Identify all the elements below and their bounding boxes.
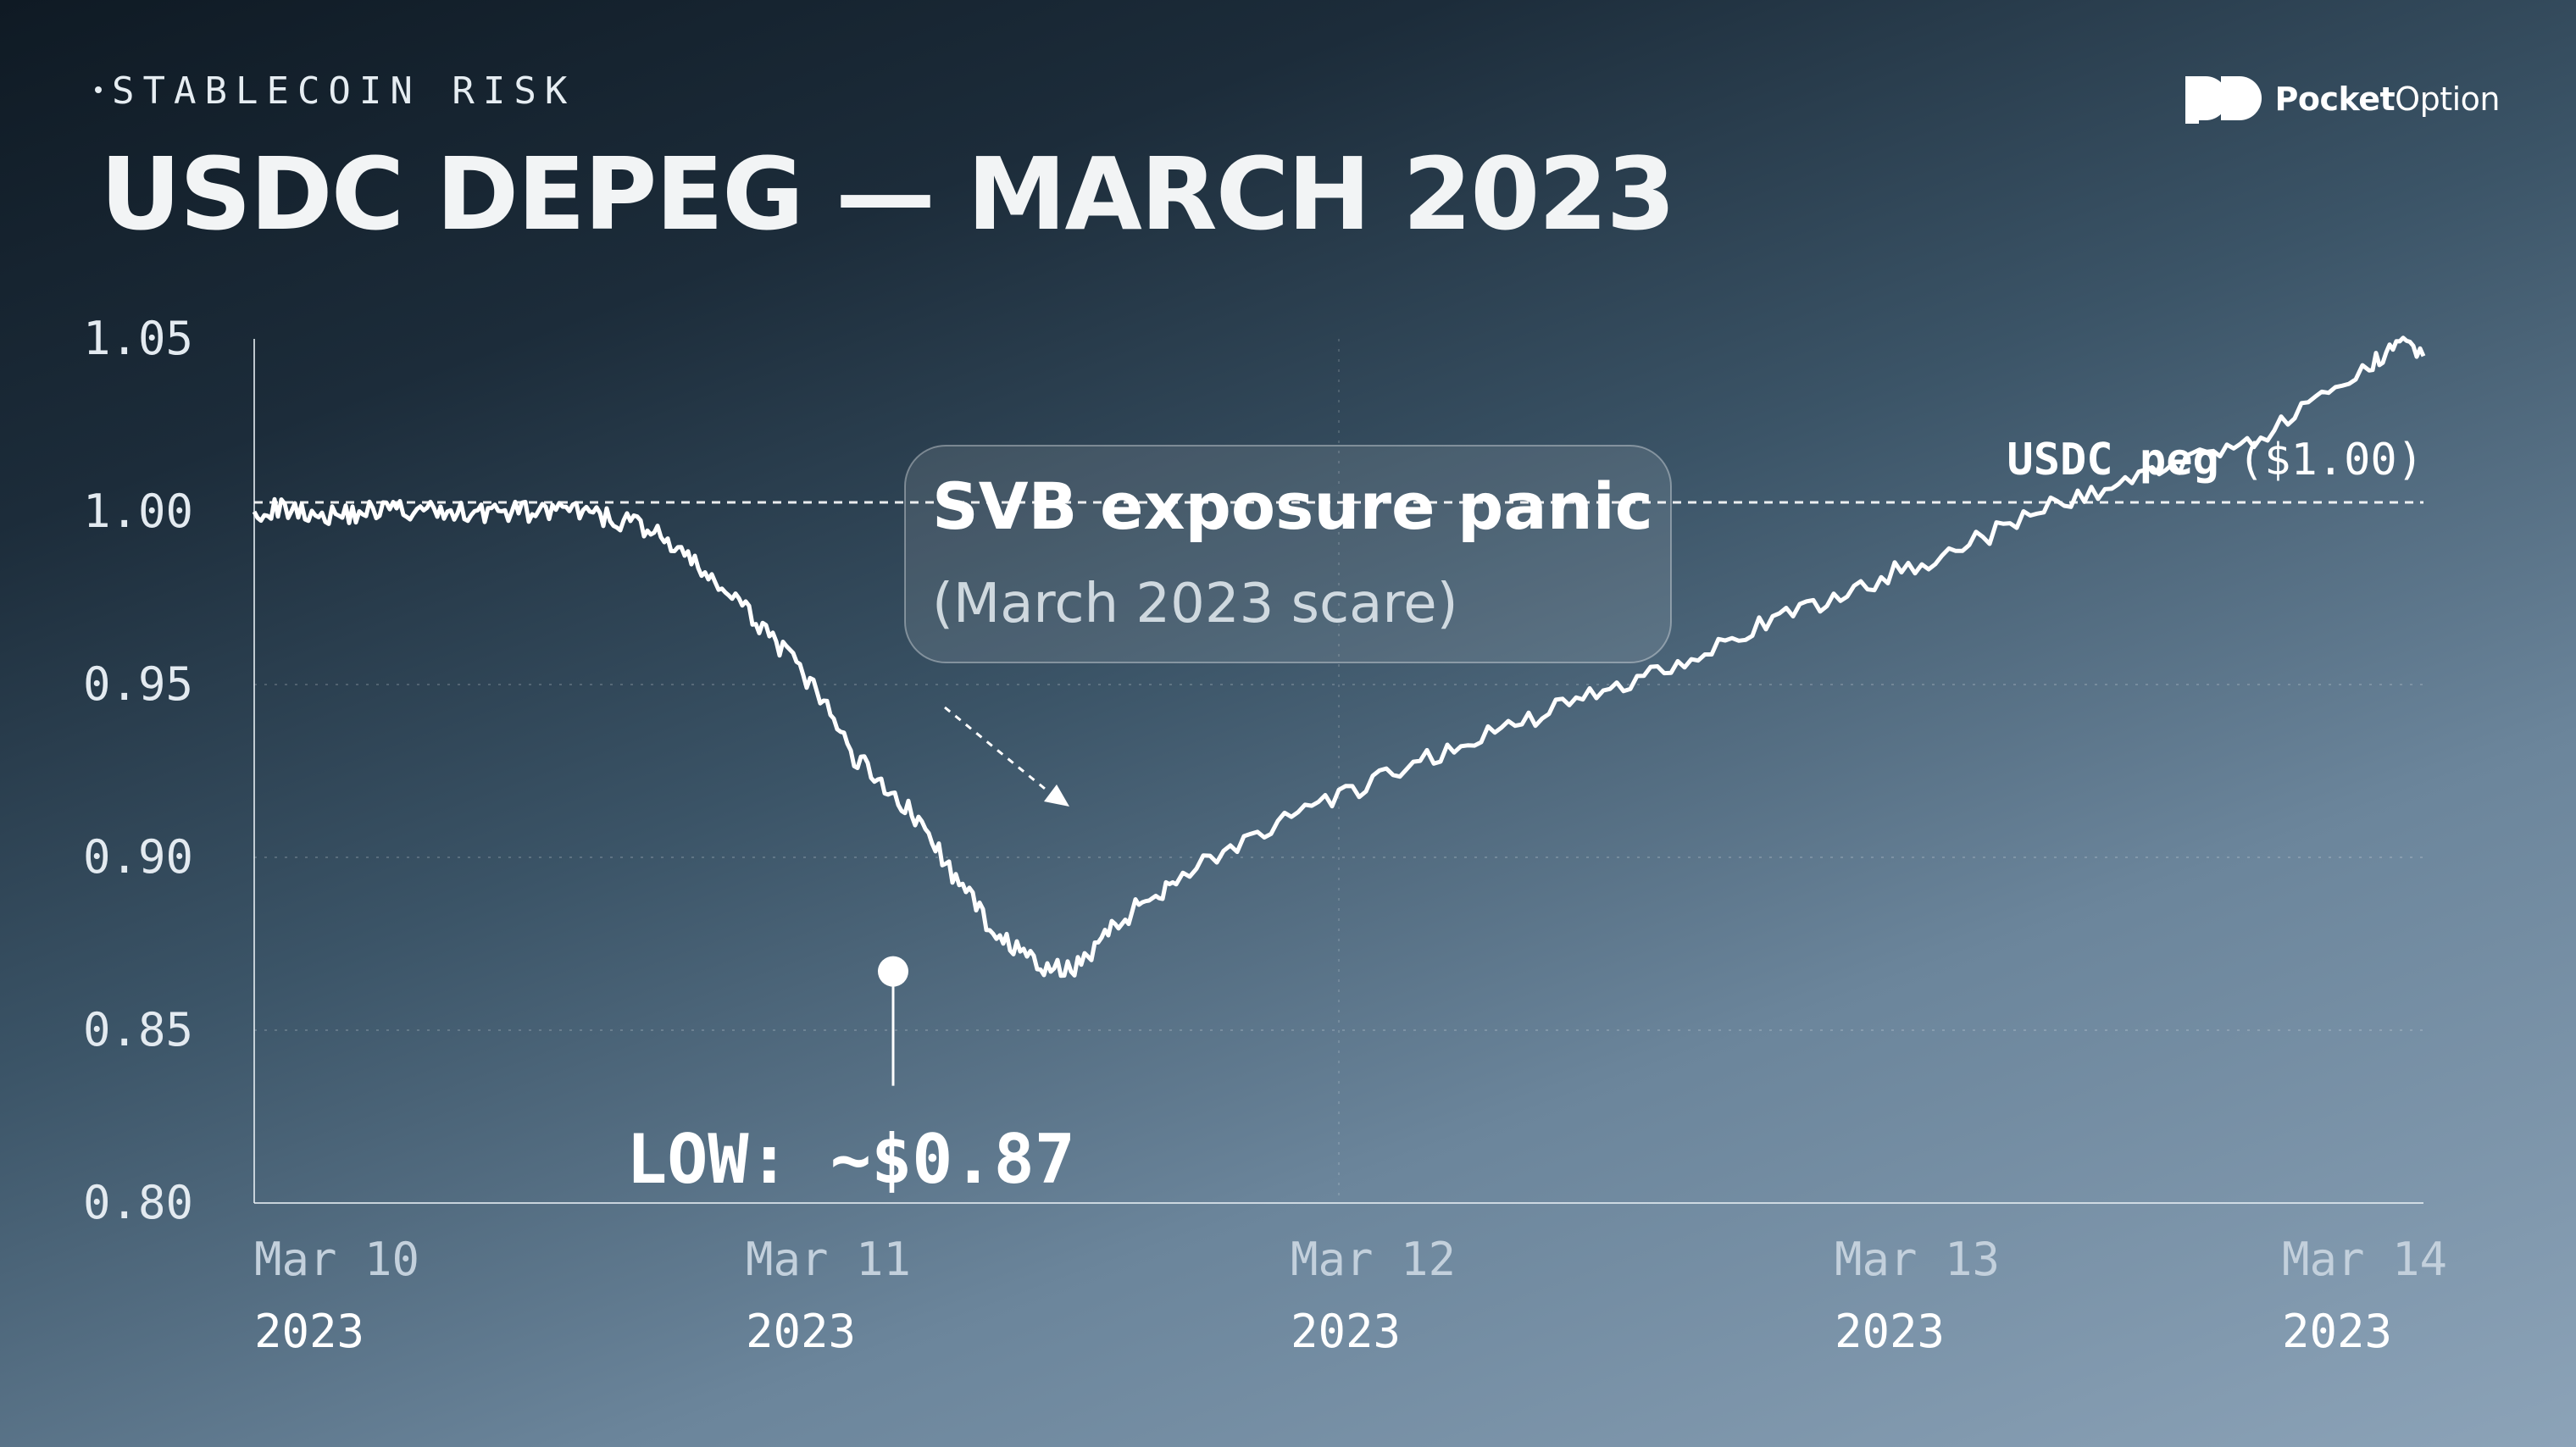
callout-subtitle: (March 2023 scare) (932, 573, 1458, 635)
grid (254, 339, 2423, 1203)
callout-box (904, 445, 1672, 663)
kicker: STABLECOIN RISK (95, 69, 575, 113)
peg-label-name: USDC peg (2007, 435, 2218, 485)
x-tick-label: Mar 10 (254, 1233, 419, 1286)
y-tick-label: 0.95 (83, 657, 193, 711)
x-tick-year: 2023 (746, 1305, 856, 1358)
peg-label-value: ($1.00) (2238, 435, 2423, 485)
brand: PocketOption (2182, 73, 2501, 125)
low-marker-dot (878, 956, 908, 987)
page-title: USDC DEPEG — MARCH 2023 (100, 136, 1676, 252)
brand-name: PocketOption (2274, 80, 2501, 118)
kicker-dot (95, 86, 102, 93)
arrow-head-icon (1044, 784, 1069, 807)
callout-title: SVB exposure panic (932, 468, 1653, 544)
x-tick-year: 2023 (254, 1305, 364, 1358)
x-tick-label: Mar 14 (2282, 1233, 2447, 1286)
callout: SVB exposure panic (March 2023 scare) (904, 445, 1672, 663)
pocketoption-logo-icon (2185, 76, 2262, 124)
low-label: LOW: ~$0.87 (626, 1120, 1075, 1199)
x-tick-label: Mar 12 (1291, 1233, 1456, 1286)
x-tick-year: 2023 (2282, 1305, 2392, 1358)
y-tick-label: 1.00 (83, 485, 193, 538)
y-tick-label: 0.85 (83, 1003, 193, 1056)
x-tick-year: 2023 (1835, 1305, 1945, 1358)
y-tick-label: 0.80 (83, 1176, 193, 1229)
peg-label: USDC peg ($1.00) (2007, 435, 2423, 485)
callout-arrow (944, 706, 1069, 807)
x-tick-label: Mar 13 (1835, 1233, 2000, 1286)
x-tick-label: Mar 11 (746, 1233, 911, 1286)
y-tick-label: 1.05 (83, 312, 193, 365)
kicker-text: STABLECOIN RISK (112, 69, 576, 113)
y-tick-label: 0.90 (83, 830, 193, 884)
series-line-usdc (252, 335, 2426, 979)
y-tick-labels: 1.05 1.00 0.95 0.90 0.85 0.80 (83, 312, 193, 1229)
x-tick-year: 2023 (1291, 1305, 1401, 1358)
x-tick-labels: Mar 10 2023 Mar 11 2023 Mar 12 2023 Mar 13 2023… (254, 1233, 2447, 1358)
